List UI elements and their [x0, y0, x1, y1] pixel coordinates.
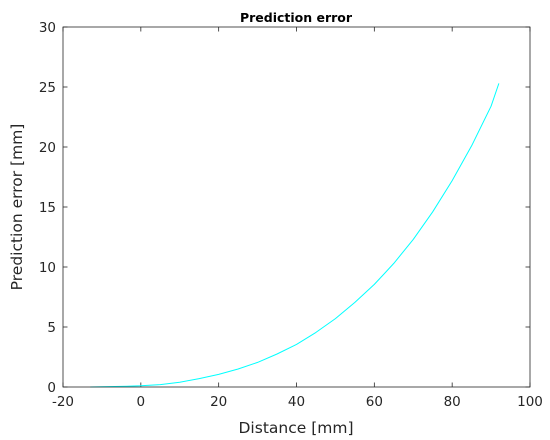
y-axis-label: Prediction error [mm] [8, 124, 26, 291]
x-tick-label: -20 [52, 394, 74, 410]
series-layer [90, 83, 500, 388]
y-tick-label: 25 [39, 80, 56, 96]
x-tick-label: 100 [517, 394, 543, 410]
y-tick-label: 20 [39, 140, 56, 156]
x-tick-label: 80 [444, 394, 461, 410]
x-tick-label: 0 [137, 394, 146, 410]
y-tick-label: 0 [47, 380, 56, 396]
plot-area [63, 27, 530, 387]
x-tick-label: 60 [366, 394, 383, 410]
y-tick-label: 15 [39, 200, 56, 216]
y-tick-label: 30 [39, 20, 56, 36]
x-axis-label: Distance [mm] [239, 419, 354, 437]
plot-frame [62, 26, 531, 388]
chart-title: Prediction error [240, 10, 353, 25]
y-tick-label: 10 [39, 260, 56, 276]
y-tick-label: 5 [47, 320, 56, 336]
error-curve-line [90, 83, 500, 388]
x-tick-label: 20 [210, 394, 227, 410]
x-tick-label: 40 [288, 394, 305, 410]
